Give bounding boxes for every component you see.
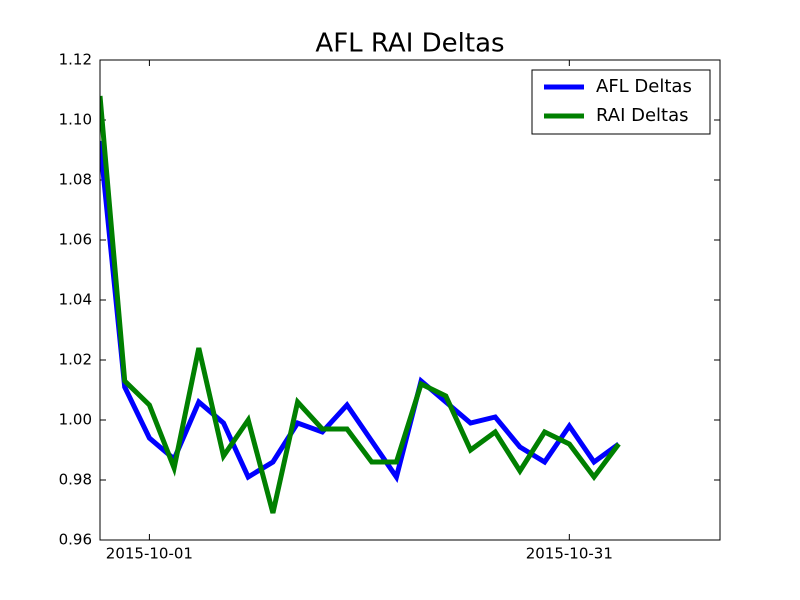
plot-frame — [99, 59, 721, 541]
y-tick-label: 1.06 — [59, 231, 92, 249]
chart-title: AFL RAI Deltas — [315, 29, 504, 59]
legend-label: RAI Deltas — [596, 105, 689, 126]
y-tick-label: 1.02 — [59, 351, 92, 369]
y-tick-label: 1.04 — [59, 291, 92, 309]
x-tick-label: 2015-10-01 — [106, 545, 193, 563]
y-tick-label: 1.12 — [59, 51, 92, 69]
y-tick-label: 1.08 — [59, 171, 92, 189]
series-line — [100, 95, 621, 514]
y-tick-label: 1.10 — [59, 111, 92, 129]
y-tick-label: 0.98 — [59, 471, 92, 489]
x-tick-label: 2015-10-31 — [526, 545, 613, 563]
y-tick-label: 1.00 — [59, 411, 92, 429]
y-tick-label: 0.96 — [59, 531, 92, 549]
legend-box — [531, 69, 711, 135]
series-line — [100, 140, 621, 483]
legend-label: AFL Deltas — [596, 76, 692, 97]
